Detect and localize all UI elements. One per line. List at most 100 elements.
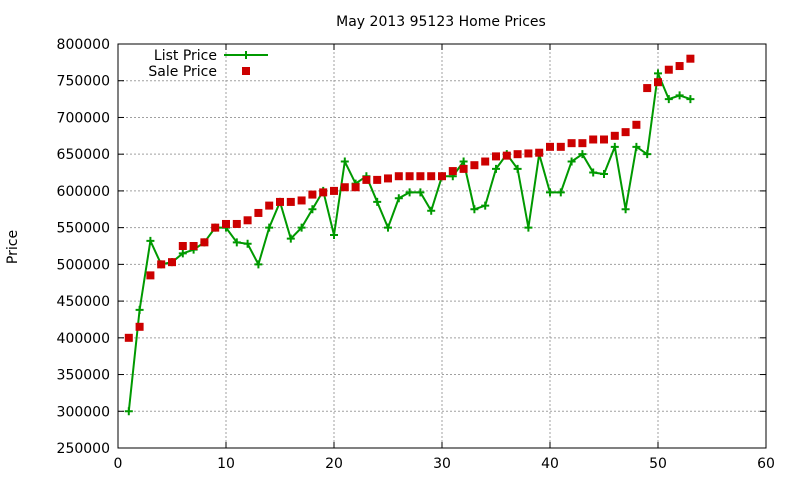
data-point bbox=[243, 216, 252, 225]
data-point bbox=[459, 157, 468, 166]
data-point bbox=[286, 197, 295, 206]
data-point bbox=[189, 242, 198, 250]
data-point bbox=[384, 174, 392, 183]
data-point bbox=[600, 135, 608, 144]
data-point bbox=[481, 157, 490, 166]
data-point bbox=[427, 172, 436, 181]
data-point bbox=[416, 188, 425, 197]
data-point bbox=[600, 170, 608, 179]
data-point bbox=[373, 175, 382, 184]
series-line bbox=[127, 69, 691, 412]
data-point bbox=[265, 201, 274, 210]
data-point bbox=[297, 196, 306, 205]
data-point bbox=[492, 164, 500, 173]
y-axis-label: Price bbox=[5, 230, 21, 264]
series-list-price bbox=[124, 69, 695, 416]
data-point bbox=[664, 65, 673, 74]
y-tick-label: 600000 bbox=[57, 184, 110, 200]
data-point bbox=[567, 139, 576, 148]
legend-swatch-marker bbox=[242, 67, 250, 75]
data-point bbox=[232, 238, 241, 247]
data-point bbox=[211, 223, 220, 232]
y-tick-label: 650000 bbox=[57, 147, 110, 163]
data-point bbox=[265, 223, 274, 232]
data-point bbox=[405, 172, 414, 181]
data-point bbox=[351, 183, 360, 192]
data-point bbox=[578, 150, 587, 159]
data-point bbox=[546, 142, 554, 151]
data-point bbox=[330, 186, 338, 195]
data-point bbox=[135, 305, 144, 314]
data-point bbox=[297, 223, 306, 232]
data-point bbox=[502, 151, 511, 160]
y-tick-label: 250000 bbox=[57, 441, 110, 457]
data-point bbox=[513, 164, 522, 173]
data-point bbox=[178, 242, 187, 250]
y-tick-label: 800000 bbox=[57, 37, 110, 53]
x-tick-label: 60 bbox=[757, 456, 775, 472]
x-tick-label: 20 bbox=[325, 456, 343, 472]
data-point bbox=[524, 223, 533, 232]
grid-lines bbox=[118, 44, 766, 448]
data-point bbox=[124, 407, 133, 416]
data-point bbox=[340, 157, 349, 166]
data-point bbox=[178, 249, 187, 258]
chart-title: May 2013 95123 Home Prices bbox=[336, 14, 546, 30]
y-tick-label: 750000 bbox=[57, 74, 110, 90]
y-tick-label: 550000 bbox=[57, 221, 110, 237]
x-tick-label: 0 bbox=[114, 456, 123, 472]
y-tick-label: 350000 bbox=[57, 368, 110, 384]
data-point bbox=[481, 201, 490, 210]
data-point bbox=[394, 194, 403, 203]
data-point bbox=[330, 230, 338, 239]
data-point bbox=[535, 148, 544, 157]
y-tick-label: 700000 bbox=[57, 110, 110, 126]
data-point bbox=[146, 236, 155, 245]
y-tick-label: 300000 bbox=[57, 404, 110, 420]
data-point bbox=[621, 128, 630, 137]
x-tick-label: 50 bbox=[649, 456, 667, 472]
y-tick-label: 450000 bbox=[57, 294, 110, 310]
data-point bbox=[286, 234, 295, 243]
data-point bbox=[308, 190, 317, 199]
data-point bbox=[459, 164, 468, 173]
data-point bbox=[556, 142, 565, 151]
series-layer bbox=[124, 54, 695, 416]
data-point bbox=[438, 172, 446, 181]
legend-label: Sale Price bbox=[148, 64, 217, 80]
data-point bbox=[243, 239, 252, 248]
data-point bbox=[546, 188, 554, 197]
data-point bbox=[643, 84, 652, 93]
data-point bbox=[654, 69, 662, 78]
data-point bbox=[470, 161, 479, 170]
data-point bbox=[340, 183, 349, 192]
data-point bbox=[362, 175, 371, 184]
data-point bbox=[513, 150, 522, 159]
data-point bbox=[567, 157, 576, 166]
data-point bbox=[664, 95, 673, 104]
data-point bbox=[319, 188, 328, 197]
x-tick-label: 30 bbox=[433, 456, 451, 472]
data-point bbox=[276, 197, 284, 206]
data-point bbox=[146, 271, 155, 280]
legend-swatch-marker bbox=[242, 51, 250, 59]
legend-label: List Price bbox=[154, 48, 217, 64]
data-point bbox=[632, 142, 641, 151]
data-point bbox=[621, 205, 630, 214]
data-point bbox=[124, 333, 133, 342]
data-point bbox=[135, 322, 144, 331]
data-point bbox=[675, 62, 684, 71]
data-point bbox=[373, 197, 382, 206]
data-point bbox=[394, 172, 403, 181]
data-point bbox=[405, 188, 414, 197]
data-point bbox=[492, 152, 500, 161]
data-point bbox=[524, 149, 533, 158]
data-point bbox=[632, 120, 641, 129]
data-point bbox=[556, 188, 565, 197]
data-point bbox=[168, 258, 176, 267]
data-point bbox=[232, 219, 241, 228]
data-point bbox=[200, 238, 209, 247]
data-point bbox=[416, 172, 425, 181]
series-sale-price bbox=[124, 54, 695, 342]
data-point bbox=[254, 208, 263, 217]
